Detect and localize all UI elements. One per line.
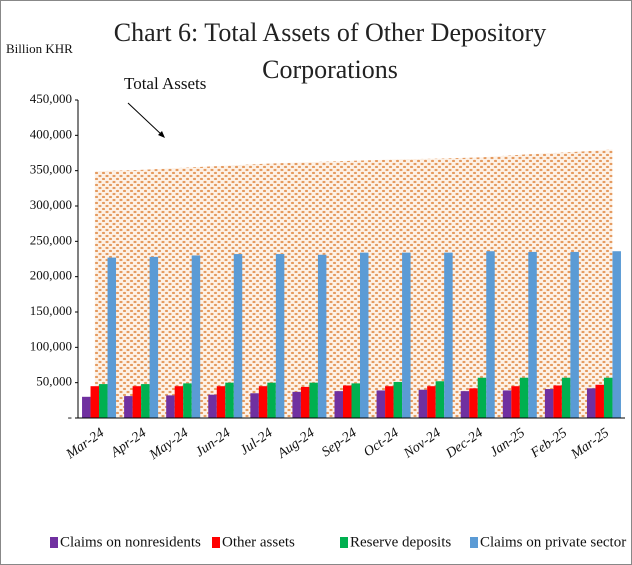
x-tick-label: Jan-25 [487,426,527,461]
bar [460,391,470,418]
bar [469,388,478,418]
bar [553,385,562,418]
bar [292,391,301,418]
bar [258,386,268,418]
annotation-arrowhead [158,131,165,138]
bar [267,382,276,418]
bar [561,377,571,418]
bar [216,386,226,418]
bar [603,377,613,418]
x-tick-label: Oct-24 [361,426,401,461]
y-tick-label: 300,000 [30,197,72,212]
bar [385,386,394,418]
x-tick-label: Sep-24 [319,426,359,461]
annotation-arrow [127,102,163,136]
bar [275,254,285,418]
bar [233,254,243,418]
y-tick-label: - [68,409,72,424]
bar [570,251,579,418]
bar [334,391,343,418]
bar [402,252,411,418]
x-tick-label: Apr-24 [108,426,150,461]
legend-label: Other assets [222,534,295,550]
x-tick-label: Mar-24 [63,426,107,463]
bar [309,382,318,418]
x-tick-label: Dec-24 [443,426,486,462]
legend-label: Claims on nonresidents [60,534,201,550]
y-tick-label: 100,000 [30,338,72,353]
bar [586,388,596,418]
bar [99,384,108,418]
x-tick-label: Nov-24 [401,426,444,463]
x-tick-label: Jun-24 [193,426,233,461]
bar [393,381,403,418]
chart-title: Chart 6: Total Assets of Other Depositor… [113,18,547,84]
bar [82,396,91,418]
bar [435,381,445,418]
legend-swatch [50,537,58,548]
bar [595,384,604,418]
x-tick-label: Aug-24 [274,426,317,463]
bar [250,393,259,418]
bar [528,251,537,418]
legend-label: Claims on private sector [480,534,626,550]
bar [444,252,453,418]
y-tick-label: 350,000 [30,162,72,177]
bar [174,386,184,418]
bar [132,386,142,418]
bar [360,252,369,418]
legend-swatch [212,537,220,548]
bar [149,256,159,418]
bar [90,386,100,418]
x-tick-label: Jul-24 [238,426,276,459]
y-tick-label: 250,000 [30,232,72,247]
y-tick-label: 200,000 [30,268,72,283]
y-tick-label: 150,000 [30,303,72,318]
x-tick-label: May-24 [146,426,191,464]
bar [225,382,234,418]
bar [107,257,117,418]
bar [343,385,352,418]
x-tick-label: Feb-25 [527,426,570,462]
bar [351,383,360,418]
bar [300,386,310,418]
annotation: Total Assets [124,74,206,93]
bar [519,377,529,418]
bar [427,386,436,418]
x-tick-label: Mar-25 [568,426,612,463]
bar [418,389,428,418]
bar [486,251,495,418]
y-axis-label: Billion KHR [6,41,73,56]
bar [191,255,201,418]
area [94,149,613,418]
bar [544,389,554,418]
legend-swatch [470,537,478,548]
y-tick-label: 450,000 [30,91,72,106]
bar [612,251,621,418]
bar [477,377,487,418]
bar [141,384,150,418]
y-tick-label: 400,000 [30,126,72,141]
bar [124,396,133,418]
bar [502,390,512,418]
legend-label: Reserve deposits [350,534,451,550]
bar [376,390,386,418]
bar [166,395,175,418]
bar [317,254,327,418]
legend-swatch [340,537,348,548]
bar [183,383,192,418]
y-tick-label: 50,000 [36,374,72,389]
bar [208,394,217,418]
bar [511,386,520,418]
